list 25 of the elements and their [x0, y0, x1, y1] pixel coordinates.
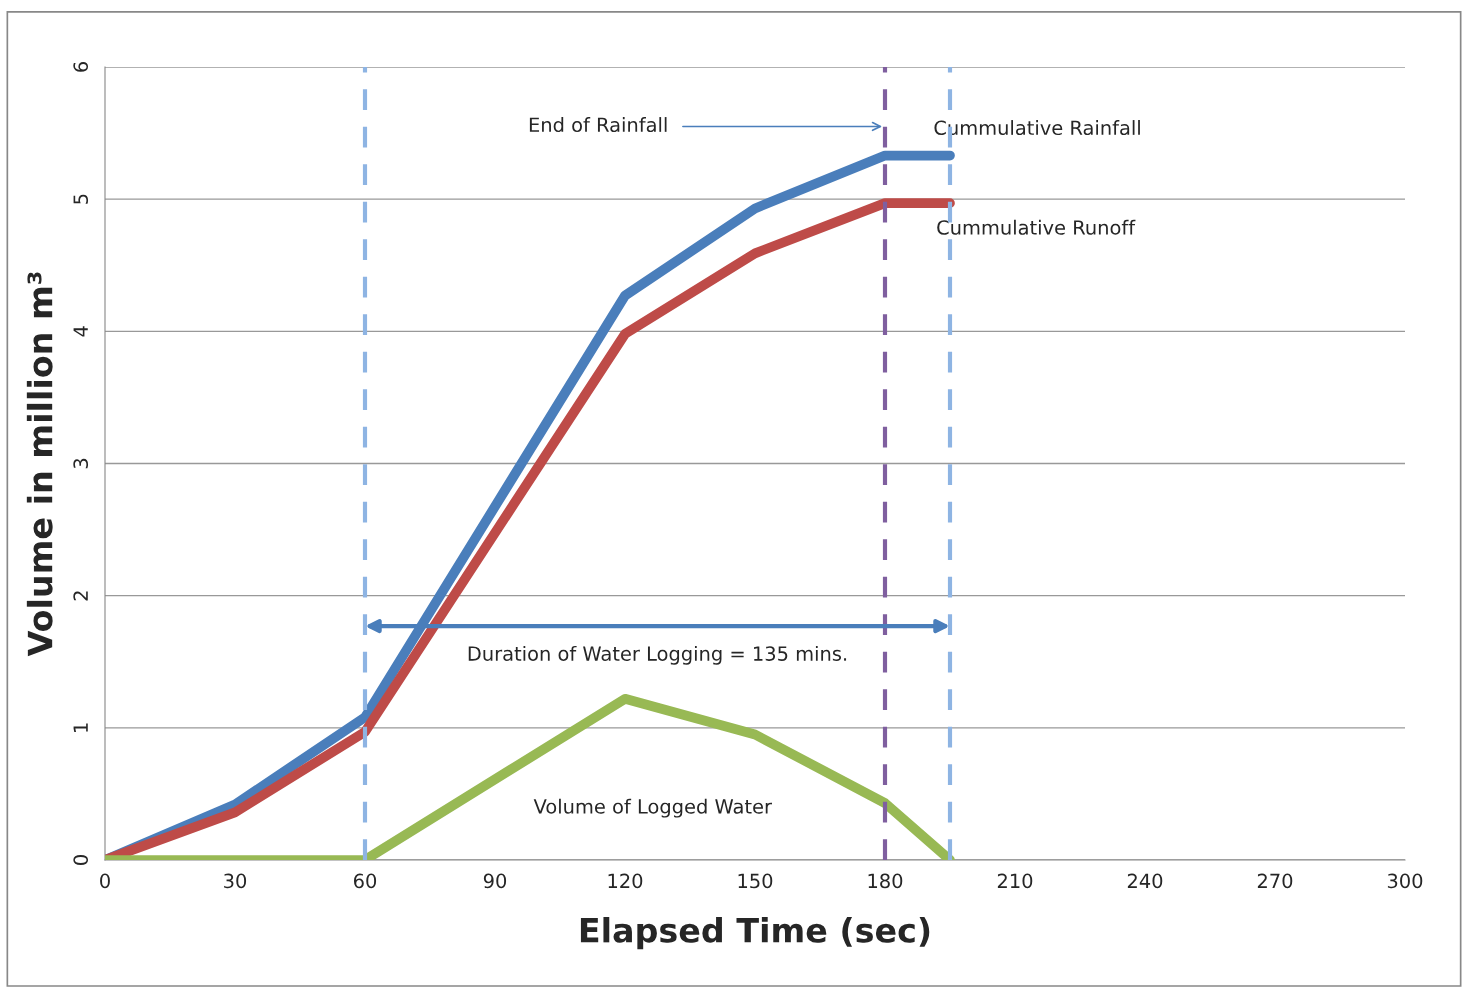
- x-tick-label: 180: [868, 873, 903, 889]
- x-tick-label: 120: [608, 873, 643, 889]
- x-tick-label: 90: [483, 873, 507, 889]
- y-tick-label: 5: [73, 194, 89, 204]
- x-tick-label: 150: [738, 873, 773, 889]
- x-axis-title: Elapsed Time (sec): [580, 917, 930, 950]
- x-tick-label: 270: [1257, 873, 1293, 889]
- x-tick-label: 30: [224, 873, 247, 889]
- series-label: Cummulative Runoff: [937, 219, 1136, 235]
- y-tick-label: 4: [73, 326, 88, 337]
- x-tick-label: 0: [100, 873, 110, 889]
- x-tick-label: 60: [353, 873, 377, 889]
- y-tick-label: 0: [73, 855, 89, 865]
- y-tick-label: 6: [73, 62, 89, 72]
- y-tick-label: 1: [73, 723, 88, 732]
- y-axis-title: Volume in million m³: [26, 272, 53, 657]
- x-tick-label: 300: [1387, 873, 1423, 889]
- series-label: Cummulative Rainfall: [934, 120, 1140, 136]
- annotation: End of Rainfall: [529, 117, 667, 133]
- x-tick-label: 240: [1127, 873, 1163, 889]
- x-tick-label: 210: [997, 873, 1033, 889]
- series-label: Volume of Logged Water: [533, 798, 773, 818]
- annotation: Duration of Water Logging = 135 mins.: [468, 645, 847, 665]
- y-tick-label: 2: [73, 591, 88, 601]
- y-tick-label: 3: [73, 458, 89, 469]
